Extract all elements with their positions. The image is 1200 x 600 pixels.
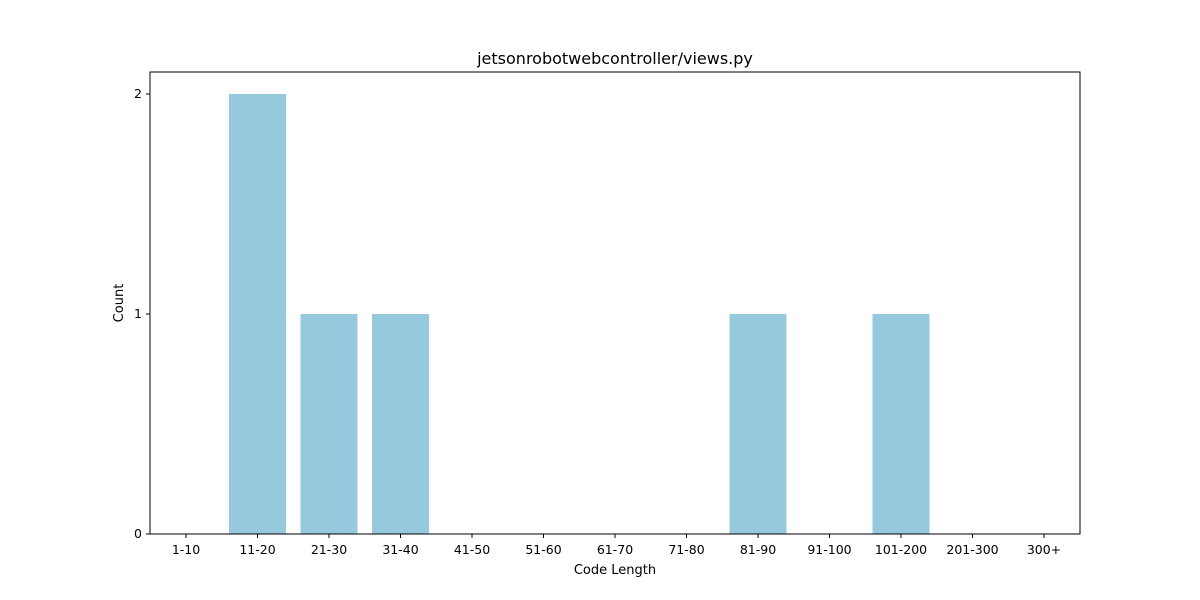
x-tick-label: 81-90 [740, 542, 776, 557]
bar-81-90 [729, 314, 787, 534]
x-tick-label: 51-60 [525, 542, 561, 557]
x-tick-label: 201-300 [946, 542, 998, 557]
x-tick-label: 71-80 [668, 542, 704, 557]
x-tick-label: 21-30 [311, 542, 347, 557]
x-axis-ticks: 1-10 11-20 21-30 31-40 41-50 51-60 61-70 71-80 8… [172, 534, 1061, 557]
bar-21-30 [300, 314, 358, 534]
bar-101-200 [872, 314, 930, 534]
plot-frame [149, 71, 1081, 535]
chart-title: jetsonrobotwebcontroller/views.py [476, 49, 753, 68]
x-tick-label: 41-50 [454, 542, 490, 557]
y-axis-label: Count [112, 284, 127, 323]
bars-group [229, 94, 930, 534]
x-tick-label: 61-70 [597, 542, 633, 557]
x-tick-label: 1-10 [172, 542, 200, 557]
x-tick-label: 91-100 [807, 542, 851, 557]
bar-11-20 [229, 94, 286, 534]
y-tick-label: 1 [134, 306, 142, 321]
x-tick-label: 11-20 [239, 542, 275, 557]
x-tick-label: 31-40 [382, 542, 418, 557]
bar-31-40 [372, 314, 429, 534]
x-axis-label: Code Length [574, 563, 656, 578]
x-tick-label: 101-200 [875, 542, 927, 557]
y-tick-label: 2 [134, 86, 142, 101]
y-axis-ticks: 0 1 2 [134, 86, 150, 541]
x-tick-label: 300+ [1027, 542, 1061, 557]
y-tick-label: 0 [134, 526, 142, 541]
